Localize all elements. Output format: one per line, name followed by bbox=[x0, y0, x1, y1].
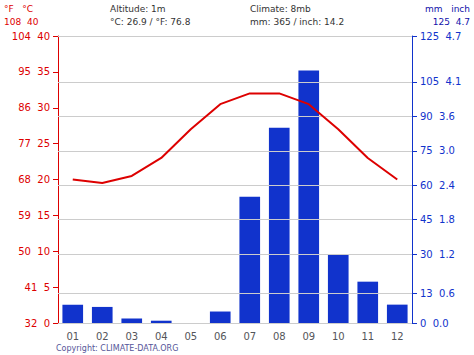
svg-text:59 15: 59 15 bbox=[18, 210, 50, 221]
svg-text:50 10: 50 10 bbox=[18, 246, 50, 257]
svg-text:68 20: 68 20 bbox=[18, 174, 50, 185]
svg-text:03: 03 bbox=[125, 331, 138, 342]
svg-text:07: 07 bbox=[243, 331, 256, 342]
svg-text:108 40: 108 40 bbox=[4, 17, 39, 27]
svg-text:°C: 26.9 / °F: 76.8: °C: 26.9 / °F: 76.8 bbox=[110, 17, 191, 27]
svg-text:02: 02 bbox=[96, 331, 109, 342]
svg-text:60 2.4: 60 2.4 bbox=[420, 180, 455, 191]
svg-text:05: 05 bbox=[184, 331, 197, 342]
svg-text:mm: 365 / inch: 14.2: mm: 365 / inch: 14.2 bbox=[250, 17, 344, 27]
svg-text:77 25: 77 25 bbox=[18, 138, 50, 149]
svg-text:09: 09 bbox=[302, 331, 315, 342]
svg-text:08: 08 bbox=[273, 331, 286, 342]
svg-text:06: 06 bbox=[214, 331, 227, 342]
svg-text:104 40: 104 40 bbox=[12, 31, 50, 42]
svg-text:01: 01 bbox=[66, 331, 79, 342]
svg-text:11: 11 bbox=[361, 331, 374, 342]
svg-text:12: 12 bbox=[391, 331, 404, 342]
svg-text:125 4.7: 125 4.7 bbox=[433, 17, 470, 27]
svg-text:13 0.6: 13 0.6 bbox=[420, 288, 455, 299]
svg-text:41 5: 41 5 bbox=[25, 282, 50, 293]
svg-text:32 0: 32 0 bbox=[25, 318, 50, 329]
svg-text:°F °C: °F °C bbox=[4, 4, 33, 14]
svg-text:75 3.0: 75 3.0 bbox=[420, 145, 455, 156]
svg-text:04: 04 bbox=[155, 331, 168, 342]
svg-text:105 4.1: 105 4.1 bbox=[420, 76, 461, 87]
svg-text:45 1.8: 45 1.8 bbox=[420, 214, 455, 225]
svg-text:Climate: 8mb: Climate: 8mb bbox=[250, 4, 311, 14]
svg-text:mm inch: mm inch bbox=[425, 4, 470, 14]
svg-text:Copyright: CLIMATE-DATA.ORG: Copyright: CLIMATE-DATA.ORG bbox=[56, 344, 178, 353]
svg-text:Altitude: 1m: Altitude: 1m bbox=[110, 4, 166, 14]
svg-text:0 0.0: 0 0.0 bbox=[420, 318, 449, 329]
svg-text:90 3.6: 90 3.6 bbox=[420, 111, 455, 122]
svg-text:86 30: 86 30 bbox=[18, 102, 50, 113]
svg-text:125 4.7: 125 4.7 bbox=[420, 31, 461, 42]
svg-text:95 35: 95 35 bbox=[18, 66, 50, 77]
svg-text:10: 10 bbox=[332, 331, 345, 342]
svg-text:30 1.2: 30 1.2 bbox=[420, 249, 455, 260]
